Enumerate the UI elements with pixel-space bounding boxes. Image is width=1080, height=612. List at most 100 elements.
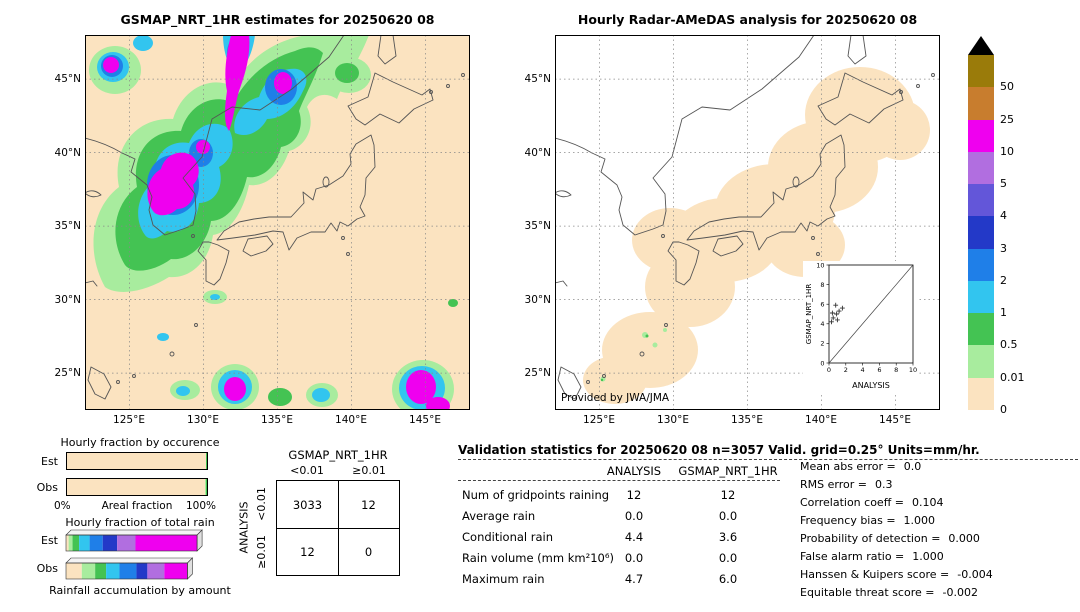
metric-row: Mean abs error = 0.0 — [800, 460, 921, 473]
stats-value: 0.0 — [624, 551, 644, 565]
metric-value: 0.104 — [912, 496, 944, 509]
stats-divider-table — [458, 480, 780, 481]
colorbar-block — [968, 151, 994, 185]
contingency-cell: 12 — [361, 497, 376, 512]
contingency-row-header: ANALYSIS — [237, 501, 251, 554]
precipitation-field — [89, 35, 458, 418]
scatter-point — [830, 310, 835, 316]
metric-value: -0.002 — [942, 586, 978, 599]
bar-outline — [65, 562, 188, 580]
totalrain-est-bar — [65, 529, 203, 552]
stats-value: 4.4 — [624, 530, 644, 544]
svg-text:6: 6 — [820, 301, 824, 309]
svg-text:2: 2 — [844, 366, 848, 374]
bar-segment — [72, 535, 80, 551]
stats-title: Validation statistics for 20250620 08 n=… — [458, 443, 980, 457]
bar-segment — [147, 563, 165, 579]
contingency-cell: 0 — [364, 544, 373, 559]
metric-row: Correlation coeff = 0.104 — [800, 496, 944, 509]
lon-tick-label: 135°E — [261, 414, 293, 426]
contingency-cell: 3033 — [292, 497, 323, 512]
bar-top-face — [65, 557, 194, 564]
colorbar-block — [968, 55, 994, 88]
obs-row-label: Obs — [36, 562, 58, 575]
svg-text:8: 8 — [894, 366, 898, 374]
bar-segment — [67, 479, 206, 495]
svg-text:4: 4 — [861, 366, 865, 374]
lon-tick-label: 125°E — [583, 414, 615, 426]
scatter-point — [833, 302, 839, 308]
bar-segment — [206, 479, 207, 495]
bar-outline — [65, 534, 198, 552]
scatter-point — [830, 315, 836, 321]
stats-col-gsmap: GSMAP_NRT_1HR — [678, 464, 778, 478]
lon-tick-label: 130°E — [657, 414, 689, 426]
svg-text:8: 8 — [820, 281, 824, 289]
colorbar-tick-label: 0.01 — [1000, 370, 1025, 384]
lat-tick-label: 25°N — [54, 367, 81, 379]
bar-segment — [66, 563, 82, 579]
metric-label: Probability of detection = — [800, 532, 941, 545]
metric-value: 0.0 — [903, 460, 922, 473]
totalrain-obs-bar — [65, 557, 194, 580]
metric-value: 0.000 — [948, 532, 980, 545]
svg-text:4: 4 — [820, 320, 824, 328]
colorbar-tick-label: 0.5 — [1000, 338, 1018, 352]
lon-tick-label: 135°E — [731, 414, 763, 426]
stats-value: 12 — [720, 488, 736, 502]
metric-label: Frequency bias = — [800, 514, 896, 527]
bar-segment — [106, 563, 120, 579]
metric-row: RMS error = 0.3 — [800, 478, 892, 491]
svg-text:0: 0 — [827, 366, 831, 374]
colorbar-block — [968, 345, 994, 379]
stats-value: 12 — [626, 488, 642, 502]
bar-segment — [164, 563, 188, 579]
bar-segment — [117, 535, 136, 551]
metric-value: -0.004 — [957, 568, 993, 581]
scatter-point — [835, 317, 840, 323]
inset-x-label: ANALYSIS — [852, 381, 890, 390]
bar-segment — [205, 479, 207, 495]
lat-tick-label: 30°N — [54, 294, 81, 306]
stats-value: 0.0 — [718, 509, 738, 523]
svg-text:6: 6 — [877, 366, 881, 374]
metric-value: 1.000 — [912, 550, 944, 563]
right-map: Provided by JWA/JMA 0 0 2 2 4 4 6 6 8 8 10 10 ANALY… — [554, 34, 941, 411]
metric-row: Probability of detection = 0.000 — [800, 532, 980, 545]
areal-fraction-label: Areal fraction — [101, 500, 173, 512]
scatter-point — [840, 305, 845, 311]
stats-row-label: Maximum rain — [462, 572, 545, 586]
lat-tick-label: 35°N — [54, 220, 81, 232]
bar-segment — [135, 535, 198, 551]
lon-tick-label: 140°E — [335, 414, 367, 426]
bar-segment — [68, 535, 73, 551]
bar-segment — [95, 563, 107, 579]
lon-tick-label: 125°E — [113, 414, 145, 426]
colorbar-tick-label: 5 — [1000, 177, 1007, 191]
est-row-label: Est — [41, 455, 58, 468]
stats-value: 4.7 — [624, 572, 644, 586]
bar-segment — [89, 535, 103, 551]
metric-label: Mean abs error = — [800, 460, 896, 473]
stats-value: 3.6 — [718, 530, 738, 544]
scatter-point — [829, 319, 834, 325]
bar-segment — [67, 453, 206, 469]
metric-label: Hanssen & Kuipers score = — [800, 568, 950, 581]
colorbar-tick-label: 2 — [1000, 273, 1007, 287]
contingency-col-header: GSMAP_NRT_1HR — [288, 448, 388, 462]
inset-tick-labels: 00 2 2 4 4 6 6 8 8 10 10 — [816, 261, 917, 374]
colorbar-tick-label: 4 — [1000, 209, 1007, 223]
metric-label: False alarm ratio = — [800, 550, 905, 563]
metric-row: Equitable threat score = -0.002 — [800, 586, 978, 599]
colorbar-block — [968, 280, 994, 314]
scatter-points — [829, 302, 845, 325]
colorbar-block — [968, 87, 994, 121]
contingency-col-label: ≥0.01 — [352, 464, 386, 477]
lon-tick-label: 140°E — [805, 414, 837, 426]
metric-label: RMS error = — [800, 478, 867, 491]
colorbar-tick-label: 3 — [1000, 241, 1007, 255]
lon-tick-label: 145°E — [879, 414, 911, 426]
bar-segment — [205, 453, 207, 469]
credit-text: Provided by JWA/JMA — [561, 392, 670, 404]
